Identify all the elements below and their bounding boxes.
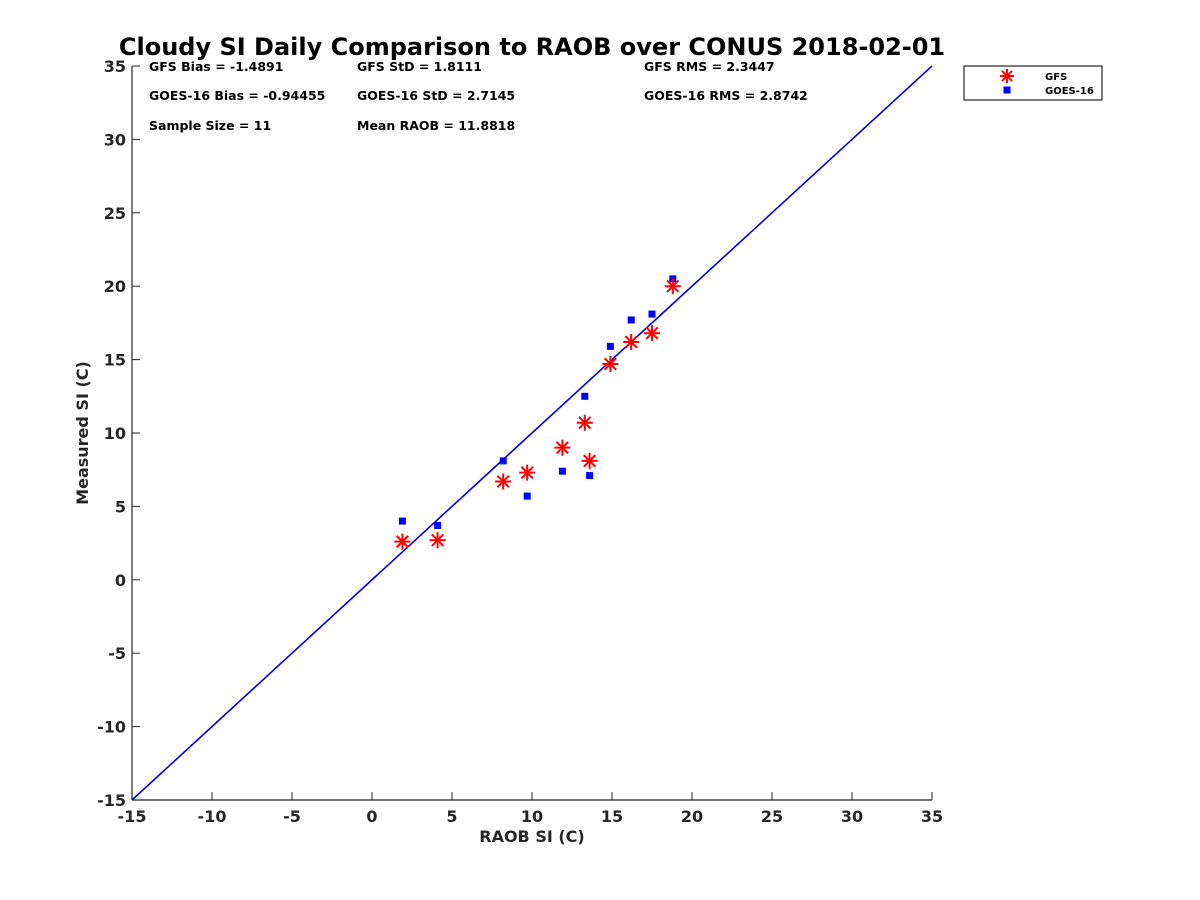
x-tick-label: -10 bbox=[198, 807, 227, 826]
stat-text: GFS RMS = 2.3447 bbox=[644, 59, 775, 74]
x-tick-label: 30 bbox=[841, 807, 863, 826]
stat-text: GOES-16 StD = 2.7145 bbox=[357, 88, 515, 103]
x-tick-label: 15 bbox=[601, 807, 623, 826]
goes-16-point bbox=[648, 310, 656, 318]
x-tick-label: 35 bbox=[921, 807, 943, 826]
y-tick-label: 20 bbox=[104, 277, 126, 296]
gfs-point bbox=[495, 473, 512, 490]
y-tick-label: 10 bbox=[104, 424, 126, 443]
gfs-point bbox=[429, 532, 446, 549]
data-points bbox=[394, 275, 681, 550]
gfs-point bbox=[394, 533, 411, 550]
reference-line-group bbox=[131, 65, 933, 801]
goes-16-point bbox=[586, 472, 594, 480]
y-axis-label: Measured SI (C) bbox=[73, 361, 92, 505]
stat-text: GOES-16 Bias = -0.94455 bbox=[149, 88, 325, 103]
gfs-point bbox=[623, 333, 640, 350]
y-tick-label: 0 bbox=[115, 571, 126, 590]
stats-annotations: GFS Bias = -1.4891 GFS StD = 1.8111 GFS RM… bbox=[149, 59, 808, 133]
gfs-point bbox=[576, 414, 593, 431]
gfs-point bbox=[602, 356, 619, 373]
stat-text: GOES-16 RMS = 2.8742 bbox=[644, 88, 808, 103]
one-to-one-line bbox=[131, 65, 933, 801]
gfs-point bbox=[644, 325, 660, 342]
gfs-point bbox=[554, 439, 571, 456]
goes-16-point bbox=[558, 467, 566, 475]
goes-16-point bbox=[581, 392, 589, 400]
stat-text: Sample Size = 11 bbox=[149, 118, 271, 133]
y-tick-label: 35 bbox=[104, 57, 126, 76]
legend-gfs-marker bbox=[1000, 69, 1014, 83]
goes-16-point bbox=[606, 342, 614, 350]
x-tick-label: -5 bbox=[283, 807, 301, 826]
y-tick-label: -15 bbox=[97, 791, 126, 810]
goes-16-point bbox=[627, 316, 635, 324]
y-tick-label: 25 bbox=[104, 204, 126, 223]
goes-16-point bbox=[499, 457, 507, 465]
gfs-point bbox=[581, 452, 598, 469]
goes-16-point bbox=[398, 517, 406, 525]
legend: GFS GOES-16 bbox=[963, 65, 1103, 101]
x-tick-label: 10 bbox=[521, 807, 543, 826]
x-tick-label: 0 bbox=[366, 807, 377, 826]
gfs-point bbox=[664, 278, 681, 295]
legend-goes-16-marker bbox=[1003, 86, 1011, 94]
x-tick-label: 5 bbox=[446, 807, 457, 826]
y-tick-label: -5 bbox=[108, 644, 126, 663]
x-axis-label: RAOB SI (C) bbox=[479, 827, 584, 846]
y-tick-label: 15 bbox=[104, 351, 126, 370]
y-tick-label: -10 bbox=[97, 718, 126, 737]
legend-goes-16-label: GOES-16 bbox=[1045, 86, 1094, 97]
y-tick-label: 30 bbox=[104, 130, 126, 149]
axes: -15 -10 -5 0 5 10 15 20 25 30 35 -15 -10 -5 0 5 10 15 20 25… bbox=[97, 57, 943, 826]
stat-text: GFS Bias = -1.4891 bbox=[149, 59, 283, 74]
goes-16-point bbox=[523, 492, 531, 500]
stat-text: GFS StD = 1.8111 bbox=[357, 59, 482, 74]
stat-text: Mean RAOB = 11.8818 bbox=[357, 118, 515, 133]
x-tick-label: -15 bbox=[118, 807, 147, 826]
x-tick-label: 20 bbox=[681, 807, 703, 826]
goes-16-point bbox=[434, 521, 442, 529]
legend-box bbox=[963, 65, 1103, 101]
x-tick-label: 25 bbox=[761, 807, 783, 826]
chart-title: Cloudy SI Daily Comparison to RAOB over … bbox=[119, 33, 945, 61]
gfs-point bbox=[519, 464, 536, 481]
legend-gfs-label: GFS bbox=[1045, 72, 1067, 83]
y-tick-label: 5 bbox=[115, 497, 126, 516]
